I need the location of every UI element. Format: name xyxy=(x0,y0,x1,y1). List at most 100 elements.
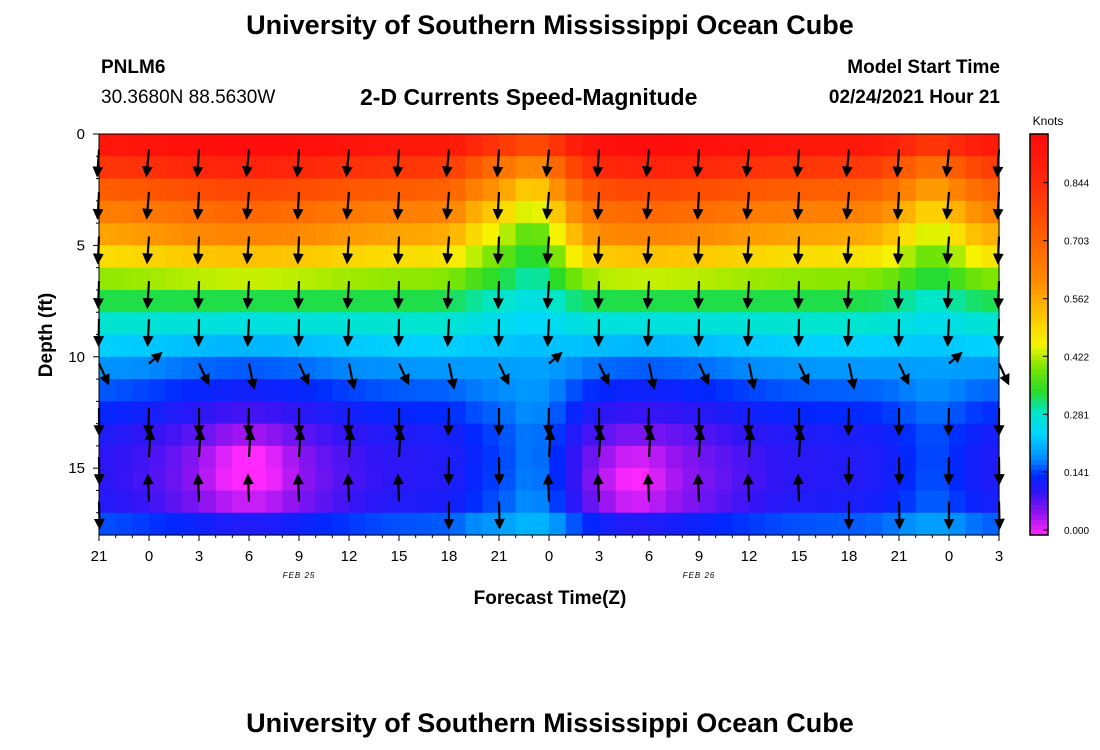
heatmap-cell xyxy=(482,312,500,336)
current-arrow xyxy=(692,236,704,265)
heatmap-cell xyxy=(265,178,283,202)
heatmap-cell xyxy=(615,356,633,380)
heatmap-cell xyxy=(682,468,700,492)
current-arrow xyxy=(843,407,855,437)
heatmap-cell xyxy=(882,223,900,246)
heatmap-cell xyxy=(449,468,467,492)
heatmap-cell xyxy=(265,401,283,425)
heatmap-cell xyxy=(165,490,183,514)
heatmap-cell xyxy=(715,423,733,447)
current-arrow xyxy=(341,149,353,178)
current-arrow xyxy=(294,429,306,458)
heatmap-cell xyxy=(549,223,567,246)
heatmap-cell xyxy=(165,379,183,402)
heatmap-cell xyxy=(949,289,967,313)
current-arrow xyxy=(142,236,154,265)
heatmap-cell xyxy=(165,134,183,157)
heatmap-cell xyxy=(832,267,850,291)
current-arrow xyxy=(342,236,354,265)
heatmap-cell xyxy=(349,356,367,380)
current-arrow xyxy=(592,191,604,220)
heatmap-cell xyxy=(615,156,633,180)
colorbar-band xyxy=(1030,474,1048,481)
heatmap-cell xyxy=(649,134,667,157)
heatmap-cell xyxy=(499,445,517,469)
heatmap-cell xyxy=(315,267,333,291)
heatmap-cell xyxy=(782,334,800,358)
heatmap-cell xyxy=(965,223,983,246)
heatmap-cell xyxy=(265,200,283,224)
current-arrow xyxy=(892,280,904,310)
heatmap-cell xyxy=(465,334,483,358)
heatmap-cell xyxy=(499,401,517,425)
heatmap-cell xyxy=(132,401,150,425)
heatmap-cell xyxy=(582,245,600,269)
heatmap-cell xyxy=(415,134,433,157)
colorbar-band xyxy=(1030,514,1048,521)
heatmap-cell xyxy=(832,312,850,336)
current-arrow xyxy=(892,236,904,265)
heatmap-cell xyxy=(699,289,717,313)
heatmap-cell xyxy=(865,223,883,246)
heatmap-cell xyxy=(649,468,667,492)
heatmap-cell xyxy=(499,490,517,514)
heatmap-cell xyxy=(815,134,833,157)
heatmap-cell xyxy=(249,334,267,358)
heatmap-cell xyxy=(932,445,950,469)
heatmap-cell xyxy=(299,334,317,358)
heatmap-cell xyxy=(932,178,950,202)
heatmap-cell xyxy=(982,401,1000,425)
heatmap-cell xyxy=(882,490,900,514)
heatmap-cell xyxy=(282,401,300,425)
current-arrow xyxy=(498,363,510,386)
heatmap-cell xyxy=(449,178,467,202)
heatmap-cell xyxy=(332,379,350,402)
heatmap-cell xyxy=(249,490,267,514)
heatmap-cell xyxy=(965,356,983,380)
heatmap-cell xyxy=(215,401,233,425)
heatmap-cell xyxy=(699,245,717,269)
heatmap-cell xyxy=(365,245,383,269)
heatmap-cell xyxy=(715,468,733,492)
heatmap-cell xyxy=(515,490,533,514)
heatmap-cell xyxy=(949,312,967,336)
heatmap-cell xyxy=(615,312,633,336)
heatmap-cell xyxy=(465,490,483,514)
current-arrow xyxy=(642,473,654,502)
current-arrow xyxy=(792,191,804,220)
heatmap-cell xyxy=(265,468,283,492)
heatmap-cell xyxy=(515,356,533,380)
heatmap-cell xyxy=(565,356,583,380)
current-arrow xyxy=(998,363,1010,386)
y-tick-label: 15 xyxy=(68,460,85,477)
colorbar-band xyxy=(1030,269,1048,275)
heatmap-cell xyxy=(232,401,250,425)
current-arrow xyxy=(698,363,710,386)
heatmap-cell xyxy=(199,200,217,224)
heatmap-cell xyxy=(215,512,233,536)
heatmap-cell xyxy=(615,334,633,358)
heatmap-cell xyxy=(232,423,250,447)
heatmap-cell xyxy=(582,223,600,246)
colorbar-band xyxy=(1030,419,1048,426)
heatmap-cell xyxy=(165,401,183,425)
heatmap-cell xyxy=(132,356,150,380)
current-arrow xyxy=(492,149,504,178)
heatmap-cell xyxy=(832,134,850,157)
colorbar-band xyxy=(1030,274,1048,280)
heatmap-cell xyxy=(482,423,500,447)
colorbar-band xyxy=(1030,404,1048,411)
heatmap-cell xyxy=(215,178,233,202)
colorbar-band xyxy=(1030,344,1048,351)
heatmap-cell xyxy=(432,423,450,447)
heatmap-cell xyxy=(715,512,733,536)
heatmap-cell xyxy=(299,289,317,313)
heatmap-cell xyxy=(915,401,933,425)
heatmap-cell xyxy=(665,356,683,380)
current-arrow xyxy=(542,236,554,265)
heatmap-cell xyxy=(415,379,433,402)
heatmap-cell xyxy=(499,223,517,246)
heatmap-cell xyxy=(815,289,833,313)
heatmap-cell xyxy=(249,200,267,224)
heatmap-cell xyxy=(749,223,767,246)
